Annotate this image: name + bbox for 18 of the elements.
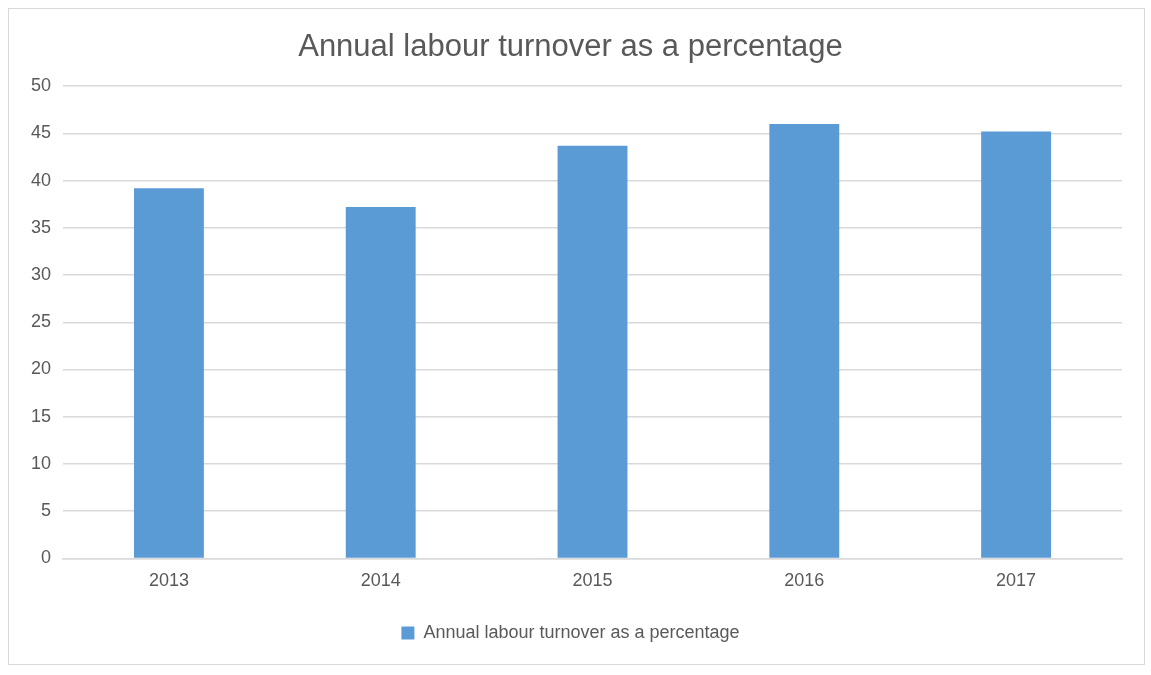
y-tick-label: 0 [41,547,52,568]
y-tick-label: 30 [30,264,52,285]
y-tick-label: 15 [30,405,52,426]
y-tick-label: 40 [30,169,52,190]
x-tick-label: 2017 [996,570,1037,591]
x-tick-label: 2013 [148,570,189,591]
y-tick-label: 5 [41,500,52,521]
chart-title: Annual labour turnover as a percentage [298,28,843,64]
y-tick-label: 10 [30,452,52,473]
legend-label: Annual labour turnover as a percentage [423,621,740,642]
y-tick-label: 25 [30,311,52,332]
y-tick-label: 20 [30,358,52,379]
y-tick-label: 50 [30,75,52,96]
x-tick-label: 2014 [360,570,401,591]
y-tick-label: 35 [30,216,52,237]
x-tick-label: 2015 [572,570,613,591]
y-tick-label: 45 [30,122,52,143]
x-tick-label: 2016 [784,570,825,591]
